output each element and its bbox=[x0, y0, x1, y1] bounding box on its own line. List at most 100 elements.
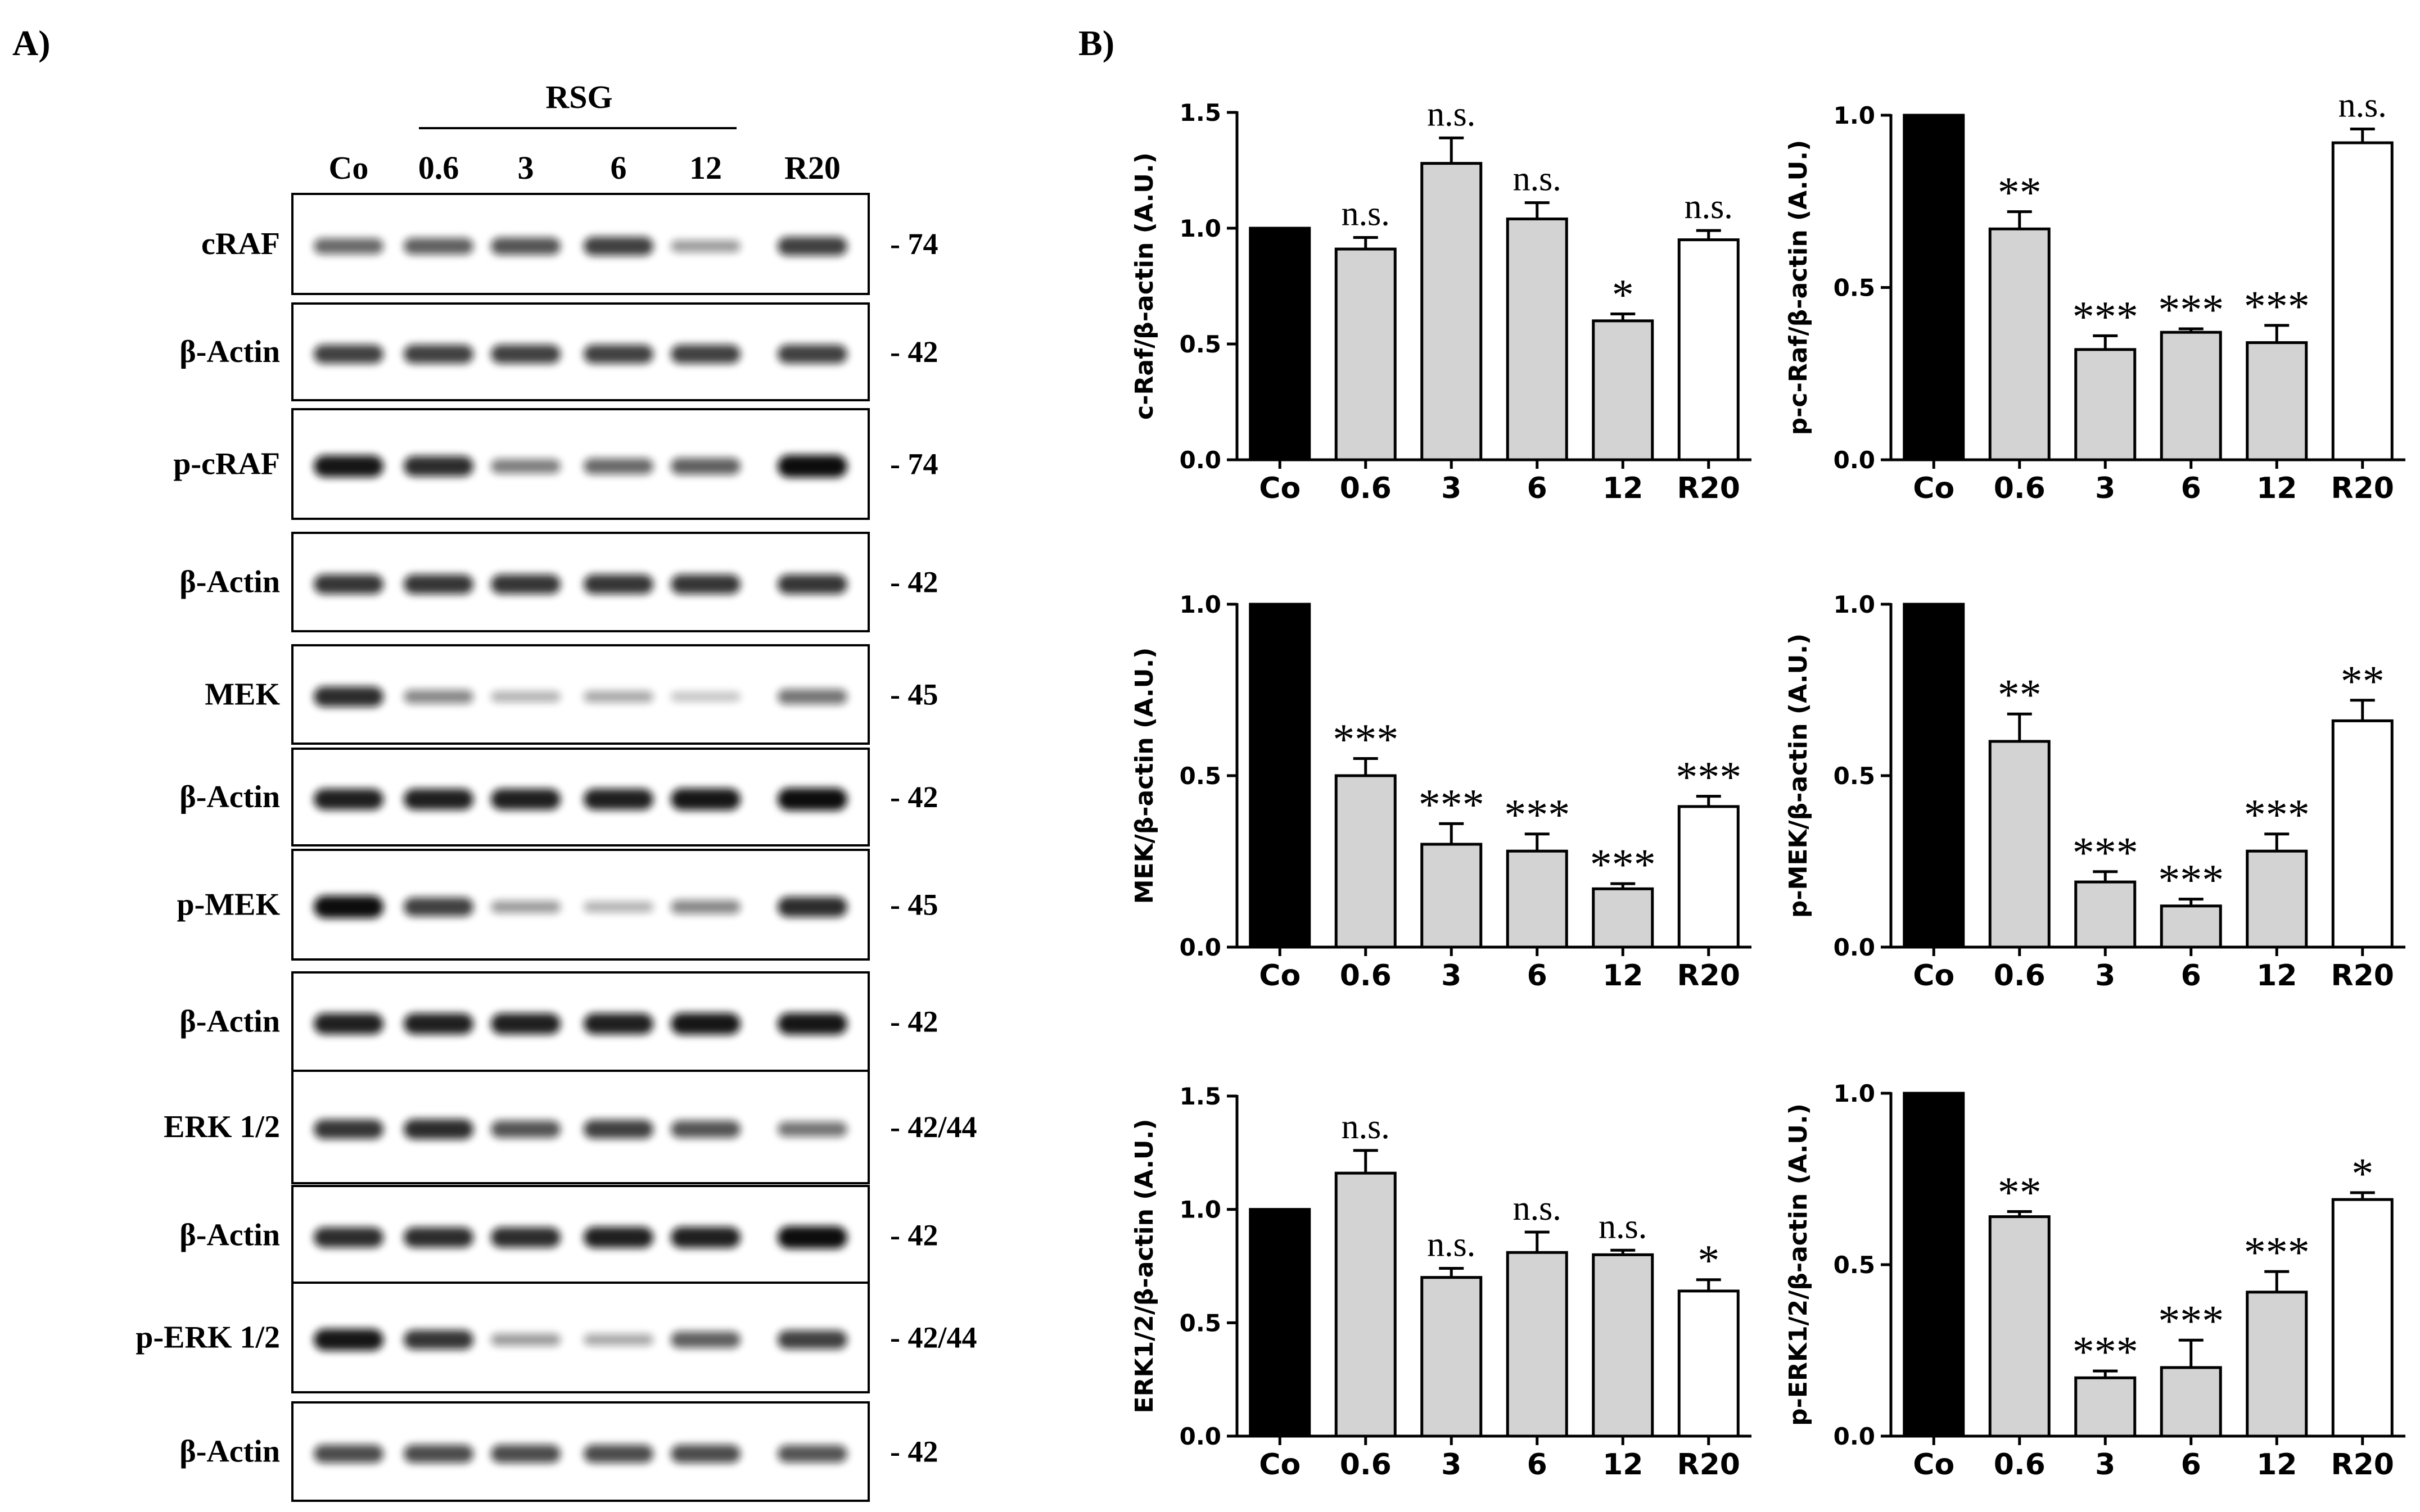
x-tick-label: 12 bbox=[1602, 959, 1643, 993]
blot-band bbox=[491, 1445, 561, 1463]
y-axis-label: p-c-Raf/β-actin (A.U.) bbox=[1784, 140, 1813, 435]
bar bbox=[1592, 319, 1654, 461]
x-tick-label: R20 bbox=[2331, 1448, 2394, 1482]
blot-band bbox=[404, 789, 473, 810]
blot-membrane bbox=[291, 302, 870, 401]
significance-label: *** bbox=[1676, 753, 1741, 802]
panel-a-label: A) bbox=[12, 23, 51, 63]
blot-band bbox=[671, 574, 741, 594]
protein-label: p-cRAF bbox=[173, 447, 280, 482]
significance-label: *** bbox=[2073, 1327, 2138, 1376]
bar bbox=[1903, 603, 1965, 949]
lane-label: Co bbox=[329, 150, 369, 186]
significance-label: n.s. bbox=[1685, 188, 1733, 226]
bar bbox=[1334, 247, 1397, 461]
significance-label: *** bbox=[1333, 715, 1398, 764]
blot-band bbox=[778, 1013, 847, 1035]
blot-band bbox=[671, 1331, 741, 1348]
western-blot-panel: RSG Co 0.6 3 6 12 R20 cRAF - 74 β-Actin - 42 p-cRA… bbox=[136, 79, 977, 1502]
blot-band bbox=[778, 574, 847, 594]
significance-label: n.s. bbox=[1513, 1189, 1561, 1228]
y-tick-label: 0.5 bbox=[1834, 274, 1875, 302]
molecular-weight-label: - 74 bbox=[890, 227, 938, 261]
lane-label: 0.6 bbox=[418, 150, 459, 186]
bar bbox=[2160, 331, 2222, 461]
molecular-weight-label: - 42 bbox=[890, 1435, 938, 1469]
bar bbox=[1506, 1251, 1568, 1438]
y-tick-label: 0.5 bbox=[1180, 1309, 1221, 1337]
blot-band bbox=[671, 1013, 741, 1035]
y-tick-label: 0.0 bbox=[1180, 1423, 1221, 1450]
blot-membrane bbox=[291, 849, 870, 961]
bar bbox=[1592, 1253, 1654, 1438]
bar-chart: 0.0 0.5 1.0 1.5 c-Raf/β-actin (A.U.) Co 0.6 n.s… bbox=[1130, 95, 1751, 505]
significance-label: n.s. bbox=[1427, 95, 1475, 133]
blot-band bbox=[671, 1120, 741, 1138]
bar bbox=[2331, 719, 2394, 949]
blot-band bbox=[778, 788, 847, 811]
bar-chart: 0.0 0.5 1.0 1.5 ERK1/2/β-actin (A.U.) Co 0.6 n.… bbox=[1130, 1083, 1751, 1482]
bar bbox=[1988, 1215, 2051, 1438]
bar-chart: 0.0 0.5 1.0 MEK/β-actin (A.U.) Co 0.6 *** 3 *** 6… bbox=[1130, 591, 1751, 993]
x-tick-label: Co bbox=[1913, 472, 1954, 505]
bar bbox=[2331, 1198, 2394, 1438]
y-tick-label: 0.0 bbox=[1180, 446, 1221, 474]
x-tick-label: 12 bbox=[1602, 1448, 1643, 1482]
x-tick-label: 12 bbox=[2256, 1448, 2297, 1482]
blot-band bbox=[584, 1445, 653, 1463]
bar bbox=[1903, 114, 1965, 461]
blot-band bbox=[491, 1120, 561, 1138]
significance-label: *** bbox=[2073, 828, 2138, 877]
molecular-weight-label: - 42/44 bbox=[890, 1110, 977, 1144]
blot-band bbox=[314, 789, 383, 810]
y-axis-label: p-ERK1/2/β-actin (A.U.) bbox=[1784, 1103, 1813, 1426]
blot-membrane bbox=[291, 1185, 870, 1285]
x-tick-label: 6 bbox=[1527, 959, 1547, 993]
blot-band bbox=[671, 458, 741, 475]
y-tick-label: 0.0 bbox=[1834, 446, 1875, 474]
blot-band bbox=[404, 1227, 473, 1248]
blot-membrane bbox=[291, 1401, 870, 1502]
molecular-weight-label: - 45 bbox=[890, 888, 938, 922]
significance-label: *** bbox=[2244, 282, 2310, 331]
blot-row: cRAF - 74 bbox=[201, 193, 938, 295]
blot-band bbox=[314, 1227, 383, 1248]
bar bbox=[2331, 141, 2394, 461]
blot-band bbox=[404, 1445, 473, 1463]
blot-band bbox=[584, 237, 653, 256]
molecular-weight-label: - 45 bbox=[890, 678, 938, 712]
y-tick-label: 1.5 bbox=[1180, 1083, 1221, 1110]
blot-band bbox=[404, 1330, 473, 1350]
x-tick-label: 12 bbox=[2256, 959, 2297, 993]
bar bbox=[1677, 805, 1740, 949]
y-tick-label: 0.5 bbox=[1180, 331, 1221, 358]
blot-band bbox=[491, 574, 561, 594]
blot-membrane bbox=[291, 532, 870, 632]
blot-band bbox=[778, 897, 847, 917]
x-tick-label: Co bbox=[1259, 1448, 1301, 1482]
bar bbox=[1677, 1289, 1740, 1438]
y-tick-label: 1.0 bbox=[1180, 591, 1221, 618]
blot-band bbox=[671, 788, 741, 811]
blot-band bbox=[671, 691, 741, 702]
significance-label: *** bbox=[2158, 855, 2224, 904]
blot-band bbox=[491, 345, 561, 364]
protein-label: MEK bbox=[205, 677, 280, 712]
blot-band bbox=[778, 455, 847, 478]
x-tick-label: 12 bbox=[1602, 472, 1643, 505]
blot-band bbox=[584, 1013, 653, 1035]
blot-band bbox=[584, 1334, 653, 1346]
y-axis-label: p-MEK/β-actin (A.U.) bbox=[1784, 633, 1813, 918]
blot-row: MEK - 45 bbox=[205, 644, 938, 745]
blot-row: β-Actin - 42 bbox=[179, 1185, 938, 1285]
blot-band bbox=[778, 1226, 847, 1249]
bar bbox=[1420, 162, 1483, 461]
x-tick-label: 6 bbox=[2181, 472, 2201, 505]
x-tick-label: R20 bbox=[2331, 472, 2394, 505]
blot-band bbox=[584, 789, 653, 810]
significance-label: * bbox=[1697, 1236, 1719, 1285]
molecular-weight-label: - 42 bbox=[890, 1219, 938, 1252]
blot-band bbox=[491, 459, 561, 474]
molecular-weight-label: - 42/44 bbox=[890, 1321, 977, 1355]
